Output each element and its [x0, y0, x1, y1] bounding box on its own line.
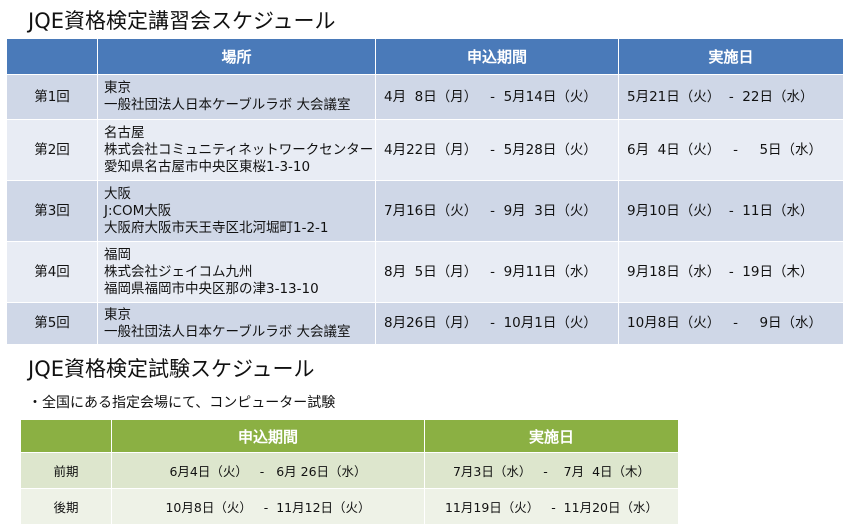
session-date: 9月18日（水） - 19日（木） — [618, 241, 844, 303]
header-date: 実施日 — [424, 419, 679, 453]
exam-date: 11月19日（火） - 11月20日（水） — [424, 488, 679, 525]
session-number: 第2回 — [6, 119, 98, 181]
exam-schedule-title: JQE資格検定試験スケジュール — [28, 357, 315, 381]
place-line: 株式会社ジェイコム九州 — [104, 263, 253, 280]
apply-period: 4月22日（月） - 5月28日（火） — [375, 119, 619, 181]
exam-schedule-table: 申込期間 実施日 前期 6月4日（火） - 6月 26日（水） 7月3日（水） … — [20, 419, 679, 525]
apply-period: 6月4日（火） - 6月 26日（水） — [111, 452, 425, 489]
place-line: 株式会社コミュニティネットワークセンター — [104, 141, 374, 158]
header-number — [6, 38, 98, 75]
session-number: 第4回 — [6, 241, 98, 303]
apply-period: 10月8日（火） - 11月12日（火） — [111, 488, 425, 525]
place-line: 福岡県福岡市中央区那の津3-13-10 — [104, 280, 319, 297]
exam-term: 後期 — [20, 488, 112, 525]
table-row: 後期 10月8日（火） - 11月12日（火） 11月19日（火） - 11月2… — [20, 488, 679, 525]
lecture-schedule-table: 場所 申込期間 実施日 第1回 東京 一般社団法人日本ケーブルラボ 大会議室 4… — [6, 38, 844, 345]
session-place: 東京 一般社団法人日本ケーブルラボ 大会議室 — [97, 74, 376, 120]
session-date: 10月8日（火） - 9日（水） — [618, 302, 844, 345]
session-date: 5月21日（火） - 22日（水） — [618, 74, 844, 120]
apply-period: 8月26日（月） - 10月1日（火） — [375, 302, 619, 345]
place-line: 愛知県名古屋市中央区東桜1-3-10 — [104, 158, 311, 175]
session-number: 第3回 — [6, 180, 98, 242]
exam-header-row: 申込期間 実施日 — [20, 419, 679, 453]
place-line: J:COM大阪 — [104, 202, 172, 219]
lecture-schedule-title: JQE資格検定講習会スケジュール — [28, 9, 336, 33]
header-term — [20, 419, 112, 453]
table-row: 第2回 名古屋 株式会社コミュニティネットワークセンター 愛知県名古屋市中央区東… — [6, 119, 844, 181]
session-place: 名古屋 株式会社コミュニティネットワークセンター 愛知県名古屋市中央区東桜1-3… — [97, 119, 376, 181]
header-apply-period: 申込期間 — [111, 419, 425, 453]
session-date: 6月 4日（火） - 5日（水） — [618, 119, 844, 181]
table-row: 前期 6月4日（火） - 6月 26日（水） 7月3日（水） - 7月 4日（木… — [20, 452, 679, 489]
apply-period: 4月 8日（月） - 5月14日（火） — [375, 74, 619, 120]
lecture-header-row: 場所 申込期間 実施日 — [6, 38, 844, 75]
table-row: 第5回 東京 一般社団法人日本ケーブルラボ 大会議室 8月26日（月） - 10… — [6, 302, 844, 345]
place-line: 一般社団法人日本ケーブルラボ 大会議室 — [104, 323, 351, 340]
session-date: 9月10日（火） - 11日（水） — [618, 180, 844, 242]
session-place: 東京 一般社団法人日本ケーブルラボ 大会議室 — [97, 302, 376, 345]
apply-period: 8月 5日（月） - 9月11日（水） — [375, 241, 619, 303]
place-line: 一般社団法人日本ケーブルラボ 大会議室 — [104, 97, 351, 113]
session-number: 第5回 — [6, 302, 98, 345]
table-row: 第4回 福岡 株式会社ジェイコム九州 福岡県福岡市中央区那の津3-13-10 8… — [6, 241, 844, 303]
exam-term: 前期 — [20, 452, 112, 489]
place-line: 東京 — [104, 80, 131, 96]
place-line: 福岡 — [104, 246, 131, 263]
exam-date: 7月3日（水） - 7月 4日（木） — [424, 452, 679, 489]
header-apply-period: 申込期間 — [375, 38, 619, 75]
table-row: 第3回 大阪 J:COM大阪 大阪府大阪市天王寺区北河堀町1-2-1 7月16日… — [6, 180, 844, 242]
session-place: 大阪 J:COM大阪 大阪府大阪市天王寺区北河堀町1-2-1 — [97, 180, 376, 242]
session-number: 第1回 — [6, 74, 98, 120]
header-date: 実施日 — [618, 38, 844, 75]
table-row: 第1回 東京 一般社団法人日本ケーブルラボ 大会議室 4月 8日（月） - 5月… — [6, 74, 844, 120]
place-line: 大阪 — [104, 185, 131, 202]
exam-note: ・全国にある指定会場にて、コンピューター試験 — [28, 395, 336, 411]
place-line: 大阪府大阪市天王寺区北河堀町1-2-1 — [104, 219, 329, 236]
place-line: 東京 — [104, 306, 131, 323]
header-place: 場所 — [97, 38, 376, 75]
place-line: 名古屋 — [104, 124, 145, 141]
session-place: 福岡 株式会社ジェイコム九州 福岡県福岡市中央区那の津3-13-10 — [97, 241, 376, 303]
apply-period: 7月16日（火） - 9月 3日（火） — [375, 180, 619, 242]
